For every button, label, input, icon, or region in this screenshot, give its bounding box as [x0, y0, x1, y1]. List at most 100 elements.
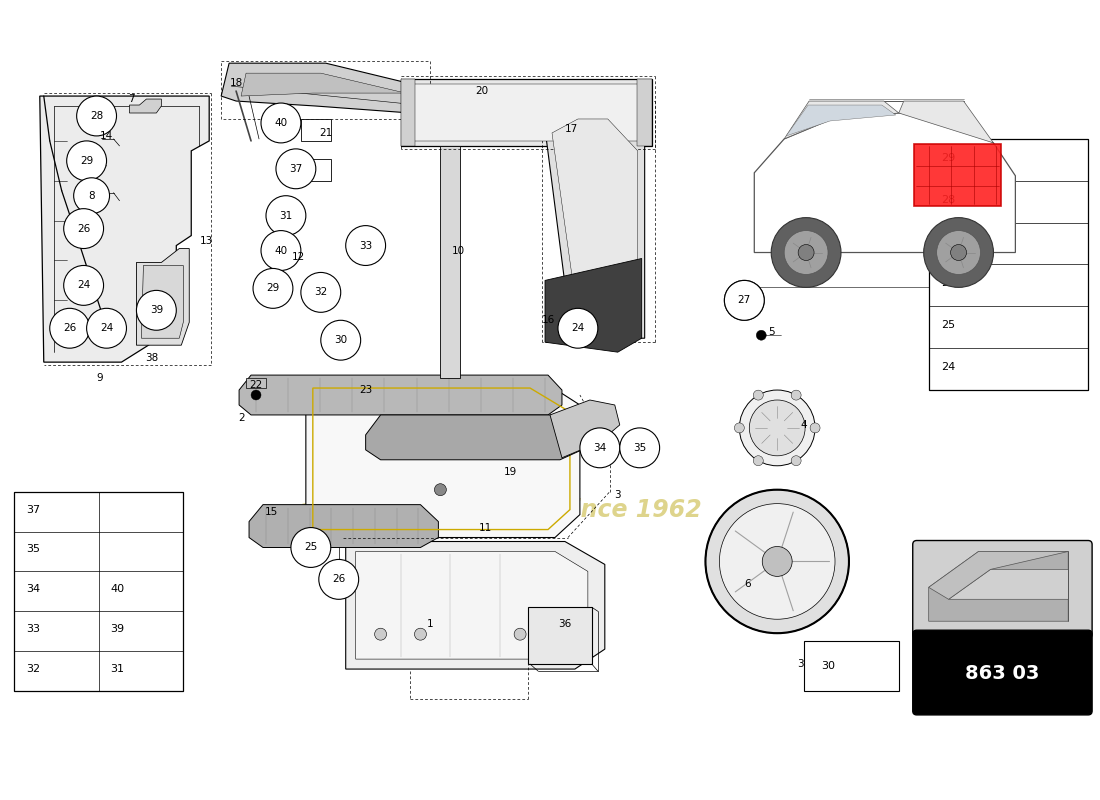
Polygon shape: [249, 505, 439, 547]
Text: 7: 7: [128, 94, 135, 104]
Text: 38: 38: [145, 353, 158, 363]
Text: 29: 29: [266, 283, 279, 294]
Circle shape: [261, 230, 301, 270]
Text: 24: 24: [77, 280, 90, 290]
Circle shape: [784, 230, 828, 274]
Circle shape: [762, 546, 792, 576]
Polygon shape: [528, 607, 592, 664]
Circle shape: [136, 290, 176, 330]
Polygon shape: [544, 258, 641, 352]
Polygon shape: [239, 375, 562, 415]
Circle shape: [345, 226, 386, 266]
Text: 27: 27: [738, 295, 751, 306]
Text: 13: 13: [199, 235, 212, 246]
Polygon shape: [637, 79, 651, 146]
Polygon shape: [755, 113, 1015, 253]
Circle shape: [799, 245, 814, 261]
Text: 10: 10: [452, 246, 465, 255]
Text: 5: 5: [768, 327, 774, 338]
Polygon shape: [400, 79, 651, 146]
Circle shape: [67, 141, 107, 181]
Circle shape: [580, 428, 619, 468]
Polygon shape: [899, 101, 993, 143]
Text: 11: 11: [478, 522, 492, 533]
Text: 12: 12: [293, 253, 306, 262]
Text: 31: 31: [110, 664, 124, 674]
Text: 2: 2: [238, 413, 244, 423]
Circle shape: [619, 428, 660, 468]
Text: 36: 36: [559, 619, 572, 630]
Text: 24: 24: [940, 362, 955, 372]
Polygon shape: [142, 266, 184, 338]
Circle shape: [415, 628, 427, 640]
Circle shape: [261, 103, 301, 143]
Text: 33: 33: [25, 624, 40, 634]
Text: 30: 30: [798, 659, 811, 669]
Polygon shape: [301, 119, 331, 141]
Circle shape: [937, 230, 980, 274]
Text: 40: 40: [274, 118, 287, 128]
Polygon shape: [365, 415, 582, 460]
Polygon shape: [40, 96, 209, 362]
Polygon shape: [136, 249, 189, 345]
Circle shape: [791, 390, 801, 400]
Text: 17: 17: [565, 124, 579, 134]
Text: 32: 32: [25, 664, 40, 674]
Circle shape: [810, 423, 821, 433]
Text: 39: 39: [110, 624, 124, 634]
Text: 28: 28: [940, 194, 955, 205]
Text: 32: 32: [315, 287, 328, 298]
Text: 30: 30: [821, 661, 835, 671]
Circle shape: [757, 330, 767, 340]
Text: 35: 35: [25, 545, 40, 554]
Text: 22: 22: [250, 380, 263, 390]
Circle shape: [434, 484, 447, 496]
Text: 34: 34: [593, 443, 606, 453]
Circle shape: [319, 559, 359, 599]
Polygon shape: [406, 84, 647, 141]
Text: 20: 20: [475, 86, 488, 96]
Text: 40: 40: [274, 246, 287, 255]
Circle shape: [719, 504, 835, 619]
Circle shape: [514, 628, 526, 640]
Polygon shape: [301, 159, 331, 181]
Text: 15: 15: [264, 506, 277, 517]
Text: 26: 26: [77, 223, 90, 234]
Text: 25: 25: [305, 542, 318, 553]
Text: 9: 9: [97, 373, 103, 383]
Polygon shape: [400, 79, 416, 146]
Polygon shape: [914, 144, 1001, 206]
Text: 26: 26: [63, 323, 76, 334]
Circle shape: [705, 490, 849, 633]
Circle shape: [749, 400, 805, 456]
Circle shape: [266, 196, 306, 235]
Polygon shape: [928, 551, 1068, 599]
Circle shape: [251, 390, 261, 400]
Text: 1: 1: [427, 619, 433, 630]
Polygon shape: [306, 378, 580, 538]
Circle shape: [771, 218, 842, 287]
Text: 29: 29: [940, 153, 955, 162]
Circle shape: [950, 245, 967, 261]
Text: 16: 16: [541, 315, 554, 326]
Circle shape: [735, 423, 745, 433]
Circle shape: [558, 308, 597, 348]
Polygon shape: [440, 146, 460, 378]
Text: a passion for parts since 1962: a passion for parts since 1962: [299, 498, 702, 522]
Text: 40: 40: [110, 584, 124, 594]
FancyBboxPatch shape: [913, 541, 1092, 638]
Text: 24: 24: [100, 323, 113, 334]
Text: 29: 29: [80, 156, 94, 166]
Circle shape: [290, 527, 331, 567]
Circle shape: [64, 266, 103, 306]
Text: 37: 37: [25, 505, 40, 514]
Polygon shape: [784, 101, 899, 139]
Circle shape: [50, 308, 89, 348]
Text: 21: 21: [319, 128, 332, 138]
Text: 3: 3: [615, 490, 622, 500]
Text: 31: 31: [279, 210, 293, 221]
Text: 8: 8: [88, 190, 95, 201]
Circle shape: [725, 281, 764, 320]
Text: 37: 37: [289, 164, 302, 174]
Text: 39: 39: [150, 306, 163, 315]
